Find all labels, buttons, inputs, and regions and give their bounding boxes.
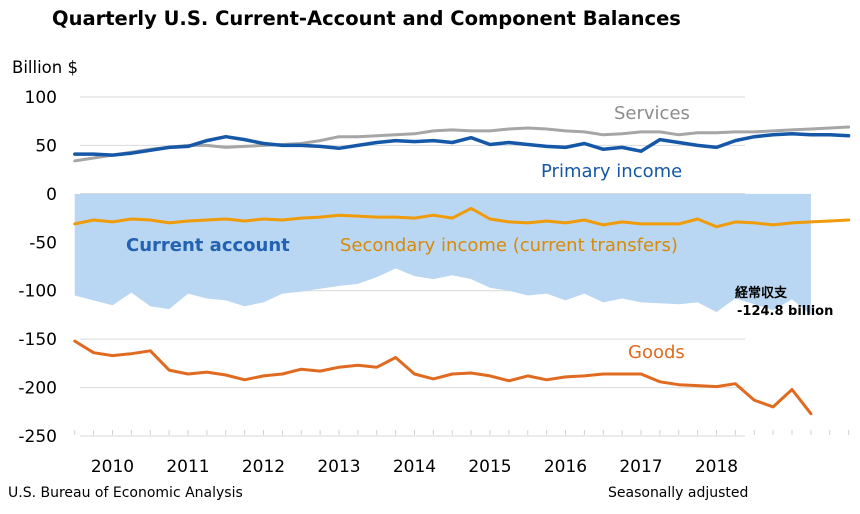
series-label-primary-income: Primary income — [541, 161, 682, 182]
x-tick-label-2017: 2017 — [619, 457, 662, 477]
y-tick-label--100: -100 — [18, 282, 57, 302]
x-tick-label-2014: 2014 — [393, 457, 436, 477]
current-account-fill — [74, 193, 811, 315]
y-tick-label-100: 100 — [25, 88, 57, 108]
annotation-label: 経常収支 — [735, 285, 788, 301]
x-tick-label-2015: 2015 — [468, 457, 511, 477]
x-tick-label-2018: 2018 — [695, 457, 738, 477]
series-lines — [73, 125, 851, 416]
y-tick-label-50: 50 — [35, 136, 57, 156]
series-label-services: Services — [614, 103, 690, 124]
current-account-area — [74, 193, 811, 315]
x-tick-label-2016: 2016 — [544, 457, 587, 477]
series-line-goods — [73, 339, 813, 416]
y-tick-label--200: -200 — [18, 379, 57, 399]
source-note: U.S. Bureau of Economic Analysis — [8, 485, 243, 501]
y-axis-label: Billion $ — [12, 58, 78, 77]
adjustment-note: Seasonally adjusted — [608, 485, 749, 501]
series-label-current-account: Current account — [126, 235, 290, 256]
series-line-primary-income — [73, 132, 851, 157]
x-tick-label-2011: 2011 — [166, 457, 209, 477]
chart-title: Quarterly U.S. Current-Account and Compo… — [52, 7, 681, 30]
minor-ticks — [74, 430, 850, 435]
series-line-secondary-income-current-transfers — [73, 206, 851, 229]
y-tick-label--250: -250 — [18, 427, 57, 447]
series-label-goods: Goods — [628, 342, 685, 363]
y-tick-label-0: 0 — [46, 185, 57, 205]
y-tick-label--50: -50 — [29, 233, 57, 253]
y-tick-labels: 100 50 0 -50 -100 -150 -200 -250 — [18, 88, 57, 447]
y-tick-label--150: -150 — [18, 330, 57, 350]
x-tick-label-2010: 2010 — [91, 457, 134, 477]
series-line-services — [73, 125, 851, 163]
x-tick-labels: 2010 2011 2012 2013 2014 2015 2016 2017 2018 — [91, 457, 738, 477]
series-label-secondary-income: Secondary income (current transfers) — [340, 235, 678, 256]
x-tick-label-2013: 2013 — [317, 457, 360, 477]
annotation-value: -124.8 billion — [737, 304, 833, 319]
x-tick-label-2012: 2012 — [242, 457, 285, 477]
